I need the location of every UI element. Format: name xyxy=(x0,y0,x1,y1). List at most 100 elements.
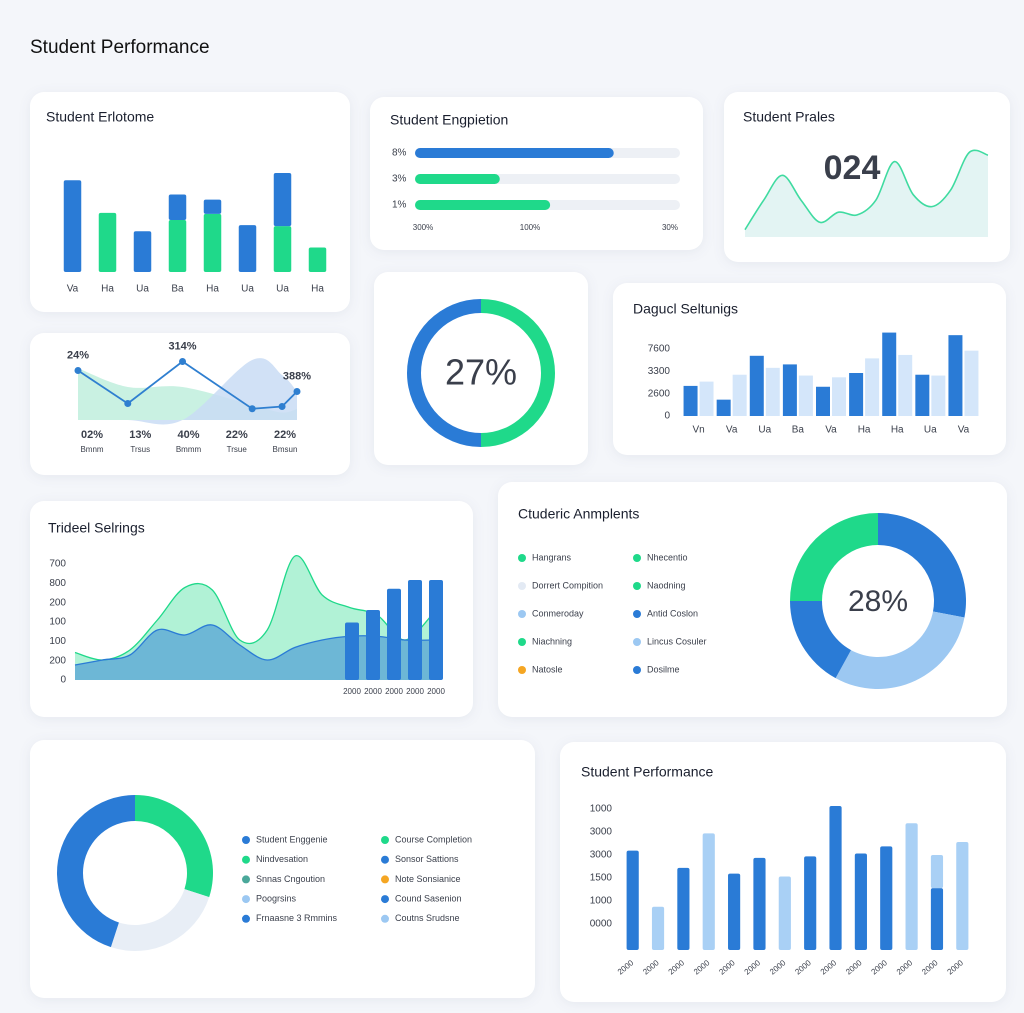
y-axis-label: 0 xyxy=(664,411,670,422)
legend-label: Sonsor Sattions xyxy=(395,854,459,864)
bar xyxy=(964,350,979,416)
bar xyxy=(765,367,780,416)
row-label: 3% xyxy=(392,174,407,185)
legend-label: Naodning xyxy=(647,580,686,590)
bar xyxy=(651,906,665,950)
stat-label: Bmsun xyxy=(273,445,298,454)
x-tick-label: Ua xyxy=(924,425,937,436)
point xyxy=(124,400,132,407)
center-label: 28% xyxy=(848,585,908,618)
point xyxy=(278,403,286,410)
legend-swatch xyxy=(381,836,389,844)
card xyxy=(30,740,535,998)
bar xyxy=(898,354,913,416)
x-tick-label: Va xyxy=(825,425,837,436)
legend-swatch xyxy=(242,855,250,864)
card-title: Student Performance xyxy=(581,764,714,780)
bar xyxy=(273,226,292,272)
bar xyxy=(429,580,443,680)
bar xyxy=(778,876,791,950)
stat-label: Trsue xyxy=(227,445,248,454)
bar xyxy=(956,842,969,950)
bar xyxy=(203,213,222,272)
x-tick-label: 2000 xyxy=(364,687,382,696)
card-title: Dagucl Seltunigs xyxy=(633,301,738,317)
donut-slice xyxy=(835,611,965,690)
bar xyxy=(915,374,930,416)
card-title: Student Erlotome xyxy=(46,109,154,125)
center-label: 27% xyxy=(445,352,517,393)
card xyxy=(370,97,703,250)
y-axis-label: 1500 xyxy=(590,873,613,884)
legend-swatch xyxy=(242,836,250,844)
bar xyxy=(415,200,551,210)
bar xyxy=(732,374,747,416)
donut-slice xyxy=(407,299,481,447)
stat-value: 40% xyxy=(177,429,199,441)
legend-swatch xyxy=(242,875,250,884)
y-axis-label: 3000 xyxy=(590,827,613,838)
area-fill xyxy=(745,150,988,237)
donut-slice xyxy=(110,889,210,951)
legend-swatch xyxy=(518,582,526,590)
bar xyxy=(728,873,741,950)
legend-label: Dosilme xyxy=(647,664,680,674)
big-number: 024 xyxy=(824,149,881,187)
bar xyxy=(753,857,766,950)
legend-swatch xyxy=(633,666,641,674)
bar xyxy=(832,377,846,416)
x-tick-label: Vn xyxy=(692,425,704,436)
axis-label: 30% xyxy=(662,223,678,232)
x-tick-label: 2000 xyxy=(385,687,403,696)
legend-label: Niachning xyxy=(532,636,572,646)
legend-label: Snnas Cngoution xyxy=(256,874,325,884)
legend-swatch xyxy=(242,895,250,904)
x-tick-label: Ua xyxy=(241,284,254,295)
row-label: 8% xyxy=(392,148,407,159)
line xyxy=(77,360,298,410)
area xyxy=(78,358,297,425)
annotation: 388% xyxy=(283,370,311,382)
x-tick-label: Ha xyxy=(311,284,324,295)
legend-swatch xyxy=(518,610,526,618)
point xyxy=(74,367,82,374)
bar xyxy=(849,373,864,416)
bar xyxy=(366,610,380,680)
bar xyxy=(854,853,867,950)
bar xyxy=(408,580,422,680)
donut-slice xyxy=(135,795,213,898)
legend-label: Natosle xyxy=(532,664,563,674)
donut-slice xyxy=(790,513,878,601)
legend-label: Conmeroday xyxy=(532,608,584,618)
legend-swatch xyxy=(381,895,389,904)
bar xyxy=(930,888,944,950)
bar xyxy=(699,381,714,416)
y-axis-label: 7600 xyxy=(648,344,671,355)
donut-slice xyxy=(56,795,135,948)
stat-label: Bmmm xyxy=(176,445,202,454)
x-tick-label: Ua xyxy=(758,425,771,436)
area xyxy=(75,624,432,680)
bar xyxy=(930,854,944,889)
x-tick-label: 2000 xyxy=(427,687,445,696)
legend-label: Nhecentio xyxy=(647,552,688,562)
legend-swatch xyxy=(518,666,526,674)
y-axis-label: 3000 xyxy=(590,850,613,861)
stat-value: 13% xyxy=(129,429,151,441)
legend-swatch xyxy=(518,638,526,646)
bar xyxy=(415,148,614,158)
bar xyxy=(168,219,187,272)
bar xyxy=(133,231,152,272)
bar xyxy=(63,180,82,272)
y-axis-label: 2600 xyxy=(648,388,671,399)
bar xyxy=(345,622,359,680)
bar xyxy=(865,358,880,416)
card-title: Student Engpietion xyxy=(390,112,508,128)
legend-swatch xyxy=(633,582,641,590)
legend-label: Lincus Cosuler xyxy=(647,636,707,646)
legend-swatch xyxy=(633,638,641,646)
legend-swatch xyxy=(633,554,641,562)
x-tick-label: Ba xyxy=(171,284,184,295)
bar xyxy=(931,375,946,416)
bar xyxy=(880,846,893,950)
